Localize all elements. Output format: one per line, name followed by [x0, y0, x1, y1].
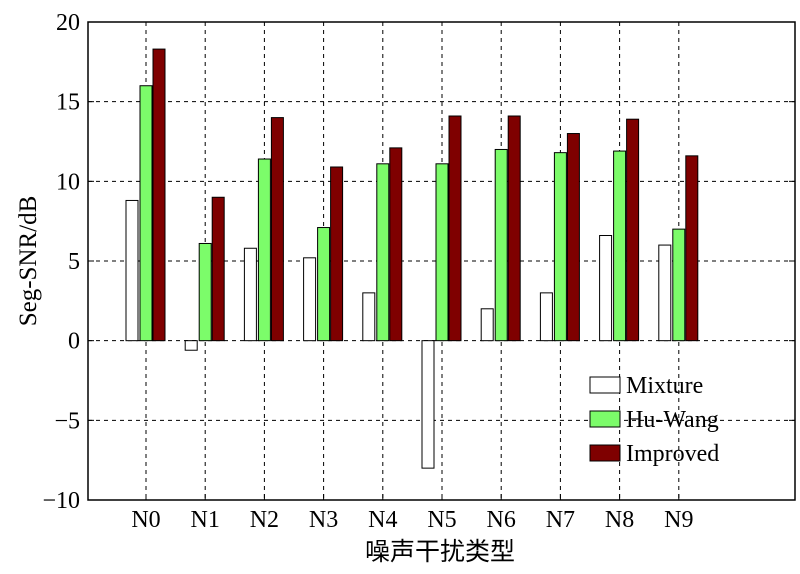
bar-hu-wang-n1: [198, 242, 212, 342]
bar-improved-n8: [626, 118, 640, 342]
legend-label-hu-wang: Hu-Wang: [626, 407, 719, 433]
legend-swatch-mixture: [589, 376, 621, 394]
bar-improved-n5: [448, 115, 462, 342]
x-ticks: N0 N1 N2 N3 N4 N5 N6 N7 N8 N9: [131, 494, 693, 533]
bar-mixture-n7: [539, 292, 553, 342]
bar-hu-wang-n2: [257, 158, 271, 342]
bar-hu-wang-n3: [317, 227, 331, 342]
bar-improved-n6: [507, 115, 521, 342]
bar-mixture-n8: [599, 235, 613, 342]
x-tick-label: N6: [487, 507, 516, 533]
bar-improved-n4: [389, 147, 403, 342]
y-tick-label: −5: [54, 408, 80, 434]
bar-improved-n3: [330, 166, 344, 342]
legend-swatch-hu-wang: [589, 410, 621, 428]
x-tick-label: N2: [250, 507, 279, 533]
x-tick-label: N4: [368, 507, 397, 533]
legend-swatch-improved: [589, 444, 621, 462]
x-tick-label: N3: [309, 507, 338, 533]
x-tick-label: N0: [131, 507, 160, 533]
bar-mixture-n1: [184, 340, 198, 351]
bar-hu-wang-n8: [613, 150, 627, 342]
x-tick-label: N5: [427, 507, 456, 533]
bar-improved-n1: [211, 196, 225, 342]
bars: [125, 48, 699, 469]
y-tick-label: 5: [68, 249, 80, 275]
bar-mixture-n2: [243, 247, 257, 342]
bar-mixture-n4: [362, 292, 376, 342]
y-axis-title: Seg-SNR/dB: [15, 196, 42, 327]
bar-improved-n2: [270, 117, 284, 342]
bar-mixture-n9: [658, 244, 672, 342]
bar-hu-wang-n6: [494, 148, 508, 342]
bar-hu-wang-n0: [139, 85, 153, 342]
bar-improved-n7: [566, 133, 580, 342]
y-tick-label: 15: [56, 90, 80, 116]
y-tick-label: 0: [68, 329, 80, 355]
bar-mixture-n5: [421, 340, 435, 469]
bar-mixture-n3: [303, 257, 317, 342]
bar-hu-wang-n4: [376, 163, 390, 342]
bar-mixture-n6: [480, 308, 494, 342]
bar-hu-wang-n9: [672, 228, 686, 342]
x-axis-title: 噪声干扰类型: [365, 538, 515, 566]
y-tick-label: 10: [56, 169, 80, 195]
legend-label-improved: Improved: [626, 441, 719, 467]
bar-mixture-n0: [125, 199, 139, 342]
bar-improved-n0: [152, 48, 166, 342]
bar-improved-n9: [685, 155, 699, 342]
bar-hu-wang-n5: [435, 163, 449, 342]
y-tick-label: −10: [42, 488, 80, 514]
x-tick-label: N7: [546, 507, 575, 533]
y-tick-label: 20: [56, 10, 80, 36]
legend: Mixture Hu-Wang Improved: [589, 373, 719, 467]
legend-label-mixture: Mixture: [626, 373, 703, 399]
bar-hu-wang-n7: [553, 152, 567, 342]
x-tick-label: N1: [191, 507, 220, 533]
x-tick-label: N8: [605, 507, 634, 533]
x-tick-label: N9: [664, 507, 693, 533]
y-ticks: −10 −5 0 5 10 15 20: [42, 10, 795, 514]
